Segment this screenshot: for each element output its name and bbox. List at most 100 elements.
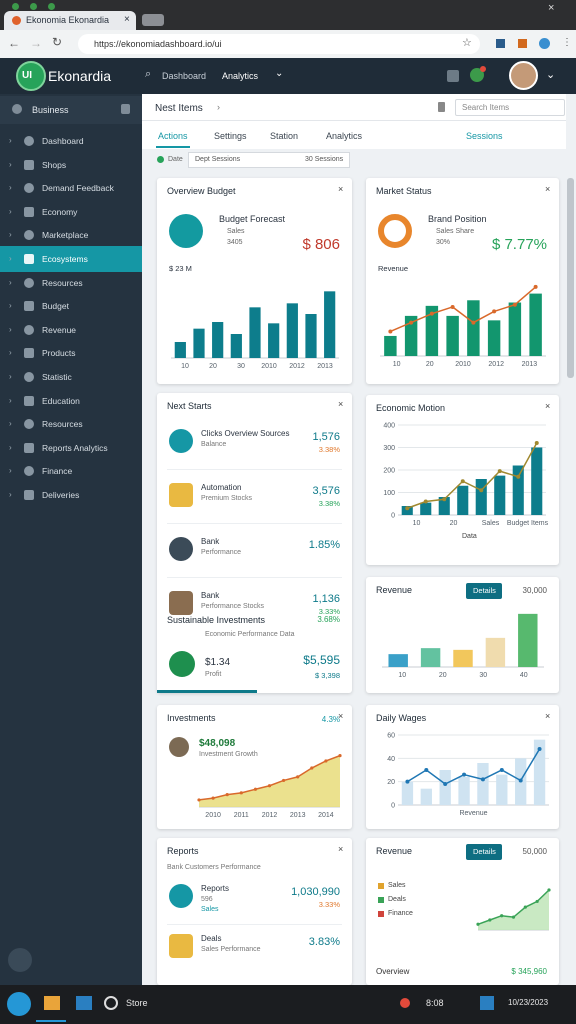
line-dot [405,506,410,511]
nav-item[interactable]: Finance [42,466,73,477]
menu-dropdown[interactable]: Analytics [222,71,259,81]
extension-icon[interactable] [496,39,505,48]
tab[interactable]: Actions [158,131,188,141]
x-tick-label: 2013 [317,363,333,370]
item-sub: Premium Stocks [201,495,252,502]
nav-icon [24,466,34,477]
logo[interactable] [16,61,46,91]
lock-icon[interactable] [121,104,130,114]
item-value: 1,576 [312,431,340,443]
tab-row [142,121,566,149]
start-button[interactable] [7,992,31,1016]
item-delta: 3.38% [318,445,340,454]
extension-icon[interactable] [518,39,527,48]
chart: 2010 2011 2012 2013 2014 [197,754,342,819]
nav-item[interactable]: Budget [42,301,69,312]
widget-card: Reports × Bank Customers Performance Report… [157,838,352,985]
item-sub: Performance Stocks [201,603,265,610]
widget-title: Investments [167,713,216,723]
sessions-link[interactable]: Sessions [466,131,503,141]
avatar[interactable] [509,61,538,90]
reload-button[interactable]: ↻ [52,35,63,49]
widget-close[interactable]: × [545,184,551,194]
legend-swatch [378,897,384,903]
nav-item[interactable]: Ecosystems [42,254,88,264]
back-button[interactable]: ← [8,36,20,50]
nav-item[interactable]: Shops [42,159,67,170]
kpi-sub: Investment Growth [199,751,258,758]
tab[interactable]: Station [270,131,299,141]
widget-close[interactable]: × [545,711,551,721]
bar [230,334,242,358]
app-icon[interactable] [104,996,118,1010]
x-tick-label: 20 [439,672,447,679]
nav-icon [24,206,34,217]
bar [249,307,261,358]
nav-icon [24,490,34,500]
nav-icon [24,230,34,241]
line-dot [518,778,523,783]
widget-close[interactable]: × [338,184,344,194]
nav-item[interactable]: Deliveries [42,490,80,500]
line-dot [523,905,527,909]
nav-item[interactable]: Resources [42,419,83,430]
widget-close[interactable]: × [338,711,344,721]
app-icon[interactable] [76,996,92,1010]
widget-close[interactable]: × [338,399,344,409]
nav-caret: › [9,442,12,452]
details-button[interactable] [466,583,502,599]
line-dot [282,778,286,783]
chart: 0 20 40 60 Revenue [387,733,549,817]
nav-item[interactable]: Economy [42,206,78,217]
nav-caret: › [9,277,12,287]
nav-item[interactable]: Education [42,395,80,406]
scrollbar-thumb[interactable] [567,178,574,378]
help-button[interactable] [8,948,32,972]
nav-item[interactable]: Demand Feedback [42,183,114,194]
kpi-sub2: 3405 [227,239,243,246]
widget-card: Economic Motion × 0 100 200 300 400 10 20 Sales Bu… [366,395,559,565]
bar [286,303,298,358]
nav-item[interactable]: Revenue [42,324,77,335]
kpi-sub: Sales Share [436,228,475,235]
nav-item[interactable]: Dashboard [42,136,84,146]
forward-button[interactable]: → [30,36,42,50]
kpi-value: $48,098 [199,738,236,749]
search-box[interactable] [455,99,565,116]
tray-icon[interactable] [400,998,410,1008]
search-text[interactable]: Dashboard [162,71,207,81]
widget-title: Economic Motion [376,403,446,413]
widget-card: Revenue Details 50,000 Sales Deals Finance Ove… [366,838,559,985]
widget-close[interactable]: × [545,401,551,411]
details-button[interactable] [466,844,502,860]
active-tab[interactable] [4,11,136,30]
kpi-icon [169,214,203,248]
bookmark[interactable]: ☆ [462,37,472,49]
widget-close[interactable]: × [338,844,344,854]
tab[interactable]: Analytics [326,131,363,141]
profile-icon[interactable] [539,38,550,49]
y-tick-label: 0 [391,513,395,520]
y-tick-label: 20 [387,779,395,786]
item-sub: Balance [201,441,227,448]
kpi-title: Budget Forecast [219,214,286,224]
url-box[interactable] [78,34,480,54]
nav-item[interactable]: Reports Analytics [42,442,108,453]
menu-dots[interactable]: ⋮ [562,37,572,48]
tab-close[interactable]: × [124,14,130,25]
url: https://ekonomiadashboard.io/ui [94,39,222,49]
nav-item[interactable]: Statistic [42,372,72,382]
divider [167,924,342,925]
tab[interactable]: Settings [214,131,247,141]
filter-box[interactable] [188,152,350,168]
nav-item[interactable]: Products [42,348,76,359]
nav-icon [24,159,34,170]
new-tab[interactable] [142,14,164,26]
nav-item[interactable]: Resources [42,277,83,288]
legend-label: Deals [388,896,406,903]
window-close[interactable]: × [548,2,555,14]
nav-item[interactable]: Marketplace [42,230,89,241]
tray-icon[interactable] [480,996,494,1010]
apps-icon[interactable] [447,70,459,82]
folder-icon[interactable] [44,996,60,1010]
